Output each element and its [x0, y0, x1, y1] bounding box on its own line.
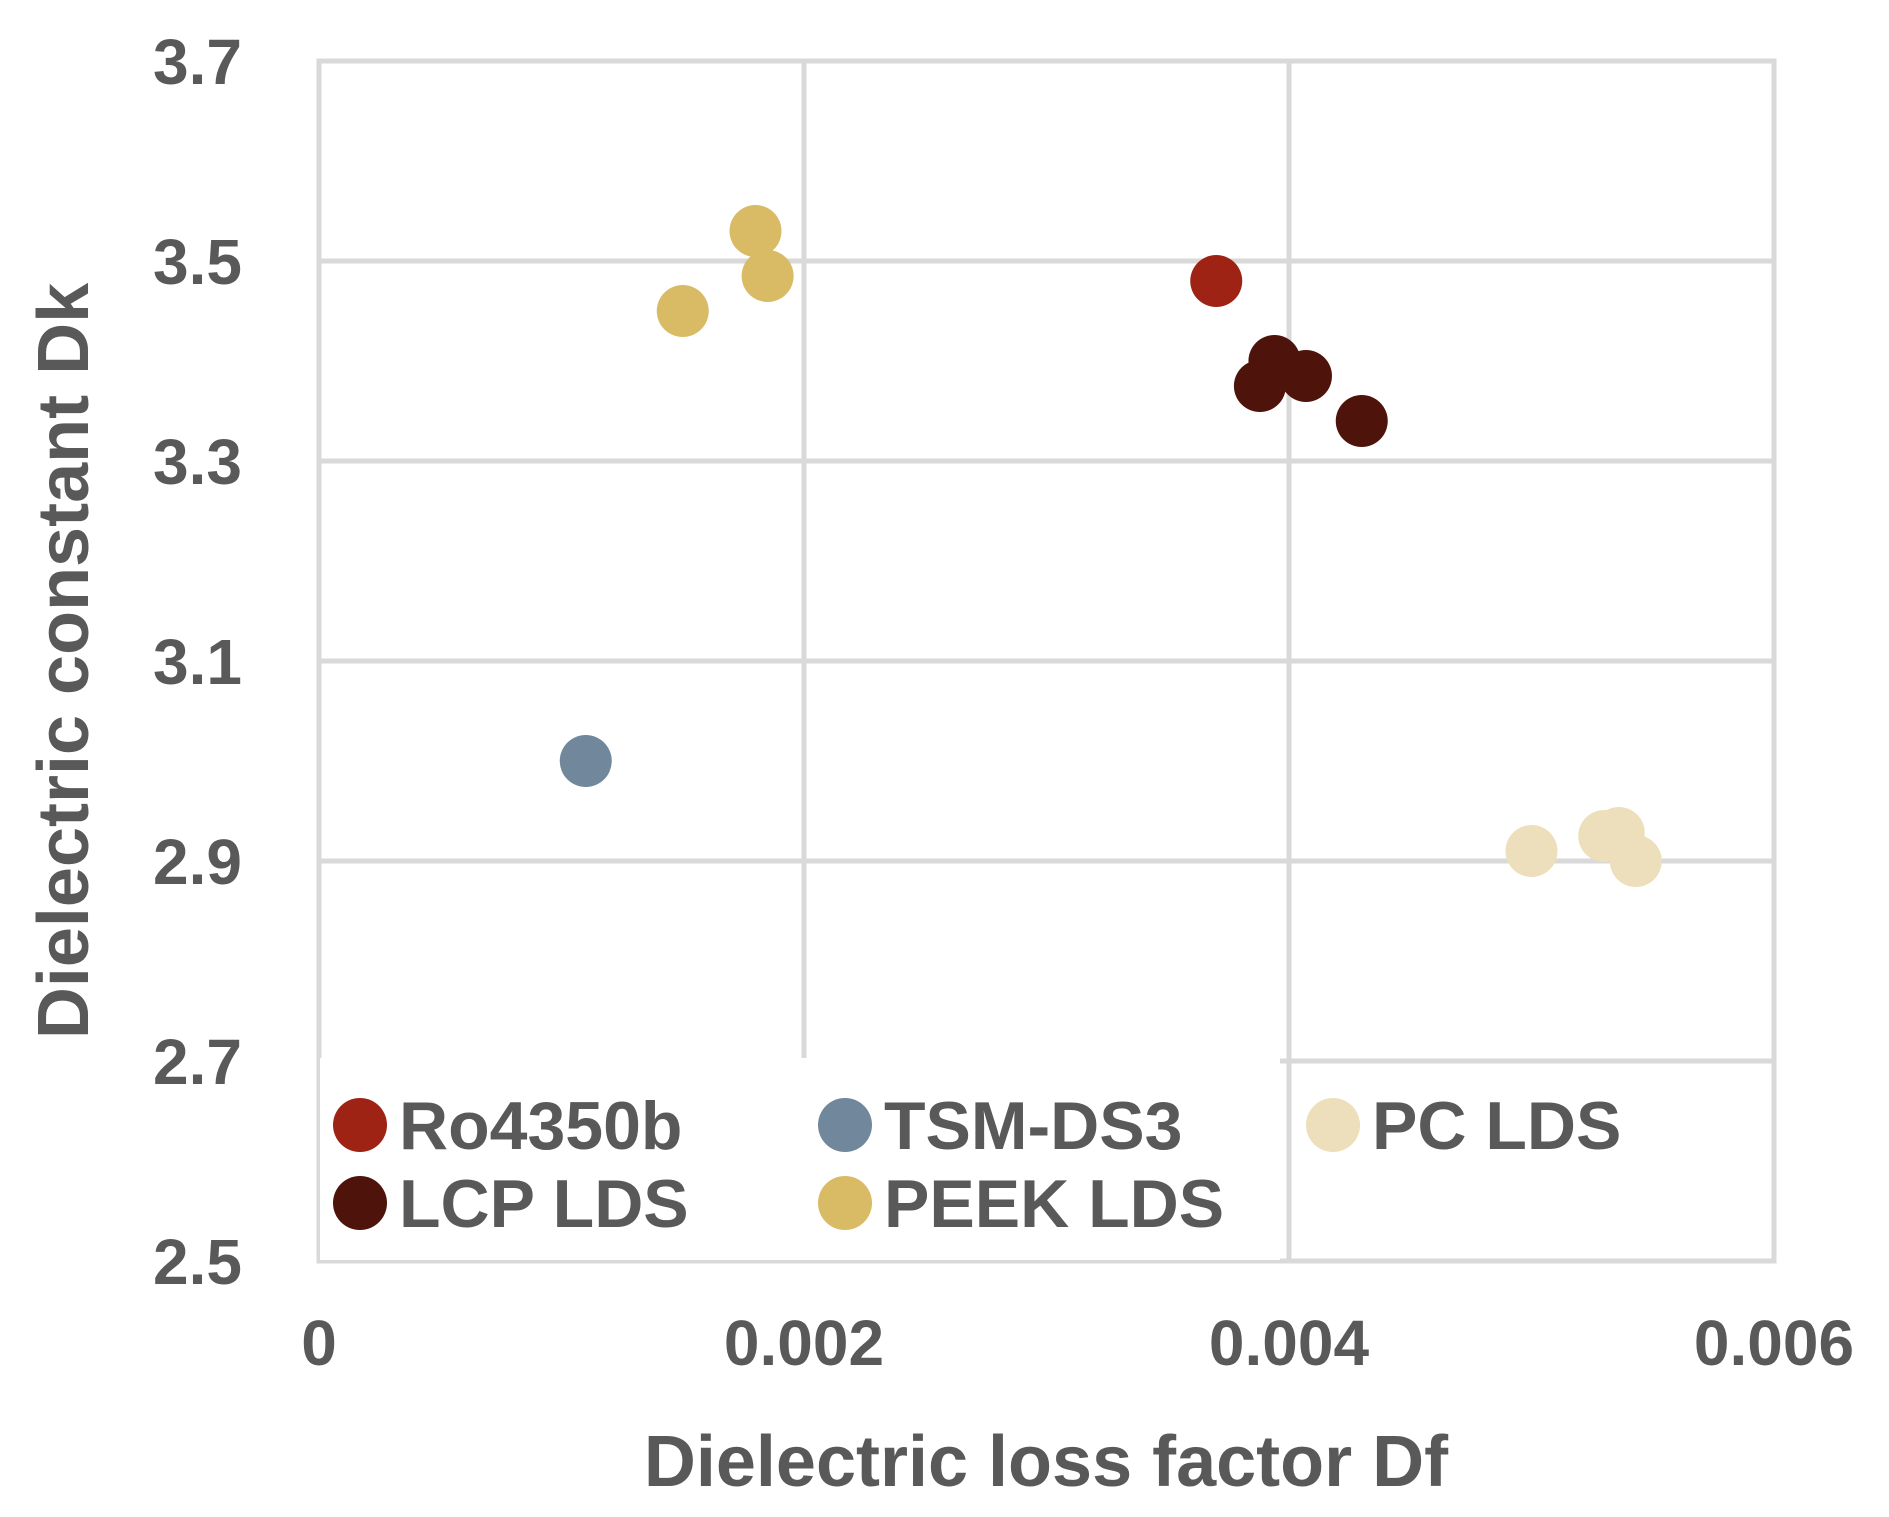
legend-label: TSM-DS3 [884, 1088, 1182, 1164]
plot-frame [316, 58, 1777, 1264]
y-tick-label: 2.7 [153, 1026, 242, 1098]
y-tick-label: 2.9 [153, 826, 242, 898]
x-axis-title: Dielectric loss factor Df [644, 1422, 1449, 1502]
legend-marker [818, 1098, 872, 1152]
x-tick-label: 0.006 [1694, 1307, 1854, 1379]
x-tick-label: 0.002 [724, 1307, 884, 1379]
legend-label: Ro4350b [399, 1088, 682, 1164]
x-tick-label: 0 [301, 1307, 337, 1379]
data-point [741, 250, 794, 302]
y-tick-label: 2.5 [153, 1226, 242, 1298]
data-point [559, 735, 612, 787]
y-axis-title: Dielectric constant Dk [24, 282, 104, 1039]
y-tick-label: 3.1 [153, 626, 242, 698]
y-tick-label: 3.5 [153, 226, 242, 298]
legend-label: PC LDS [1372, 1088, 1621, 1164]
data-point [1335, 395, 1388, 447]
data-point [1190, 255, 1243, 307]
legend-marker [333, 1176, 387, 1230]
data-point [656, 285, 709, 337]
data-points [559, 205, 1662, 887]
legend: Ro4350b TSM-DS3 PC LDS LCP LDS PEEK LDS [333, 1088, 1621, 1242]
legend-marker [333, 1098, 387, 1152]
legend-box [320, 1058, 1280, 1260]
legend-label: PEEK LDS [884, 1166, 1224, 1242]
legend-label: LCP LDS [399, 1166, 689, 1242]
tick-labels: 0 0.002 0.004 0.006 2.5 2.7 2.9 3.1 3.3 3.5 3.7 [153, 26, 1854, 1379]
data-point [1505, 825, 1558, 877]
data-point [1279, 350, 1332, 402]
data-point [1233, 360, 1286, 412]
x-tick-label: 0.004 [1209, 1307, 1370, 1379]
data-point [729, 205, 782, 257]
legend-marker [818, 1176, 872, 1230]
y-tick-label: 3.7 [153, 26, 242, 98]
y-tick-label: 3.3 [153, 426, 242, 498]
legend-marker [1306, 1098, 1360, 1152]
data-point [1609, 835, 1662, 887]
